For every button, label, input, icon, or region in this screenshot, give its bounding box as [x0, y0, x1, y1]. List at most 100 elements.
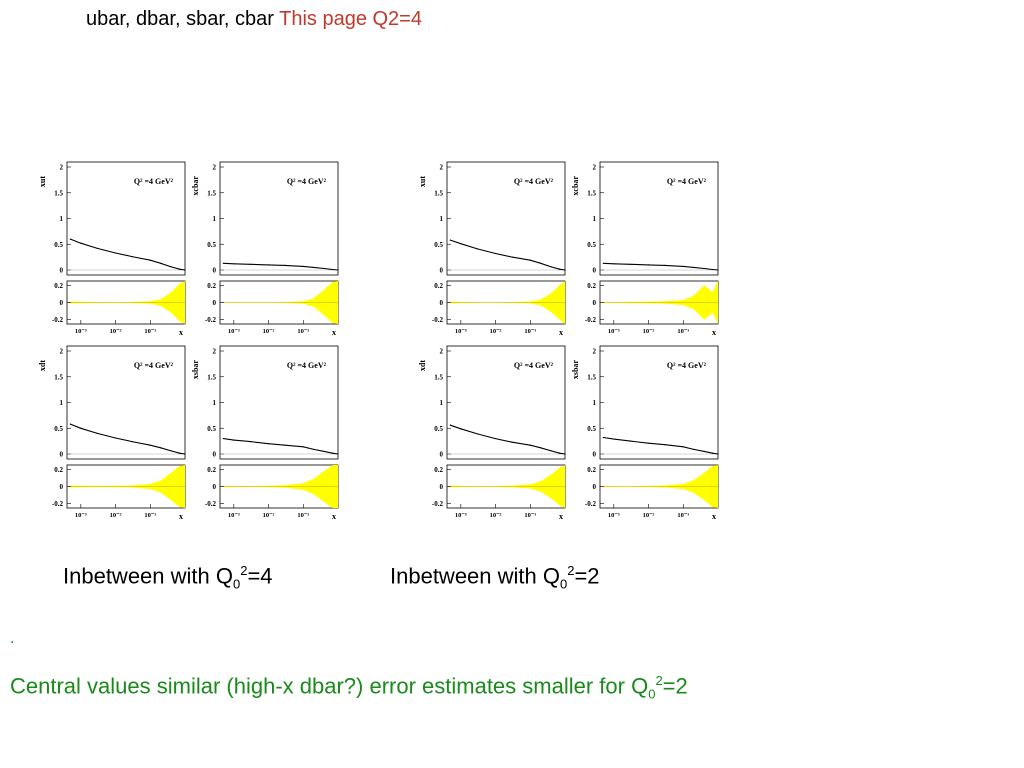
- x-tick-label: 10⁻¹: [677, 512, 689, 519]
- data-point: [629, 263, 631, 265]
- y-tick-label: 1.5: [207, 373, 216, 381]
- y-tick-label: 1.5: [587, 373, 596, 381]
- y-axis-label: xsbar: [571, 360, 580, 380]
- y-tick-label: 2: [213, 164, 217, 172]
- x-tick-label: 10⁻²: [110, 328, 122, 335]
- x-tick-label: 10⁻¹: [144, 328, 156, 335]
- annotation-label: Q² =4 GeV²: [287, 177, 327, 186]
- x-tick-label: 10⁻¹: [524, 512, 536, 519]
- data-point: [647, 442, 650, 444]
- data-point: [476, 433, 478, 435]
- data-point: [313, 266, 315, 269]
- series-line: [70, 238, 186, 271]
- data-point: [693, 266, 695, 269]
- y-tick-label: 1.5: [54, 373, 63, 381]
- x-tick-label: 10⁻³: [75, 512, 87, 519]
- page-title: ubar, dbar, sbar, cbar This page Q2=4: [86, 8, 422, 31]
- x-axis-label: x: [712, 512, 716, 521]
- data-point: [703, 450, 705, 453]
- data-point: [511, 441, 513, 443]
- data-point: [511, 256, 513, 258]
- data-point: [284, 264, 286, 266]
- ratio-tick-label: 0: [593, 299, 597, 307]
- data-point: [712, 268, 714, 271]
- data-point: [170, 450, 172, 452]
- ratio-tick-label: 0: [213, 483, 217, 491]
- main-frame: [599, 161, 719, 276]
- annotation-label: Q² =4 GeV²: [134, 177, 174, 186]
- data-point: [131, 256, 133, 258]
- title-black: ubar, dbar, sbar, cbar: [86, 8, 274, 30]
- data-point: [613, 438, 615, 440]
- data-point: [476, 248, 478, 250]
- y-tick-label: 0.5: [207, 425, 216, 433]
- x-axis-label: x: [559, 328, 563, 337]
- x-tick-label: 10⁻¹: [677, 328, 689, 335]
- data-point: [302, 265, 304, 267]
- data-point: [602, 262, 604, 264]
- ratio-tick-label: 0: [60, 299, 64, 307]
- x-tick-label: 10⁻³: [608, 328, 620, 335]
- data-point: [717, 453, 719, 455]
- x-tick-label: 10⁻²: [263, 512, 275, 519]
- y-tick-label: 1.5: [587, 189, 596, 197]
- chart-panel-xsbar: 2 1.5 1 0.5 0 xsbar Q² =4 GeV² 0.2 0 -0.2 10⁻³ 10⁻²…: [571, 345, 719, 521]
- ratio-tick-label: -0.2: [585, 316, 597, 324]
- ratio-tick-label: 0: [440, 483, 444, 491]
- data-point: [559, 268, 561, 270]
- y-axis-label: xsbar: [191, 360, 200, 380]
- y-tick-label: 2: [60, 164, 64, 172]
- data-point: [494, 252, 497, 255]
- data-point: [449, 239, 451, 241]
- chart-panel-xut: 2 1.5 1 0.5 0 xut Q² =4 GeV² 0.2 0 -0.2 10⁻³ 10⁻² 10…: [418, 161, 566, 337]
- ratio-tick-label: 0: [213, 299, 217, 307]
- data-point: [602, 436, 604, 439]
- x-tick-label: 10⁻¹: [297, 512, 309, 519]
- y-tick-label: 2: [60, 348, 64, 356]
- data-point: [96, 432, 98, 434]
- data-point: [460, 428, 462, 430]
- y-tick-label: 1: [213, 215, 217, 223]
- y-tick-label: 1: [440, 399, 444, 407]
- y-axis-label: xdt: [418, 360, 427, 371]
- y-tick-label: 0: [213, 267, 217, 275]
- data-point: [249, 263, 251, 265]
- ratio-tick-label: 0.2: [207, 282, 216, 290]
- data-point: [179, 268, 181, 270]
- x-tick-label: 10⁻²: [643, 512, 655, 519]
- data-point: [629, 440, 631, 442]
- y-tick-label: 2: [593, 348, 597, 356]
- x-tick-label: 10⁻¹: [524, 328, 536, 335]
- annotation-label: Q² =4 GeV²: [134, 361, 174, 370]
- x-tick-label: 10⁻³: [228, 512, 240, 519]
- y-tick-label: 2: [440, 348, 444, 356]
- annotation-label: Q² =4 GeV²: [667, 361, 707, 370]
- x-tick-label: 10⁻³: [75, 328, 87, 335]
- annotation-label: Q² =4 GeV²: [514, 177, 554, 186]
- data-point: [302, 446, 304, 448]
- ratio-tick-label: -0.2: [205, 500, 217, 508]
- ratio-tick-label: 0.2: [54, 466, 63, 474]
- x-tick-label: 10⁻³: [608, 512, 620, 519]
- y-tick-label: 0: [593, 267, 597, 275]
- series-line: [450, 239, 566, 271]
- data-point: [550, 450, 552, 452]
- data-point: [69, 238, 71, 240]
- x-tick-label: 10⁻³: [455, 512, 467, 519]
- ratio-tick-label: -0.2: [585, 500, 597, 508]
- x-tick-label: 10⁻³: [228, 328, 240, 335]
- x-axis-label: x: [559, 512, 563, 521]
- ratio-tick-label: 0: [440, 299, 444, 307]
- data-point: [160, 447, 162, 449]
- y-axis-label: xcbar: [571, 176, 580, 196]
- series-line: [603, 436, 719, 455]
- ratio-tick-label: 0.2: [54, 282, 63, 290]
- x-tick-label: 10⁻¹: [297, 328, 309, 335]
- y-tick-label: 2: [440, 164, 444, 172]
- data-point: [96, 247, 98, 249]
- annotation-label: Q² =4 GeV²: [287, 361, 327, 370]
- data-point: [712, 452, 714, 454]
- x-tick-label: 10⁻²: [490, 328, 502, 335]
- y-axis-label: xut: [418, 176, 427, 187]
- title-red: This page Q2=4: [279, 8, 422, 30]
